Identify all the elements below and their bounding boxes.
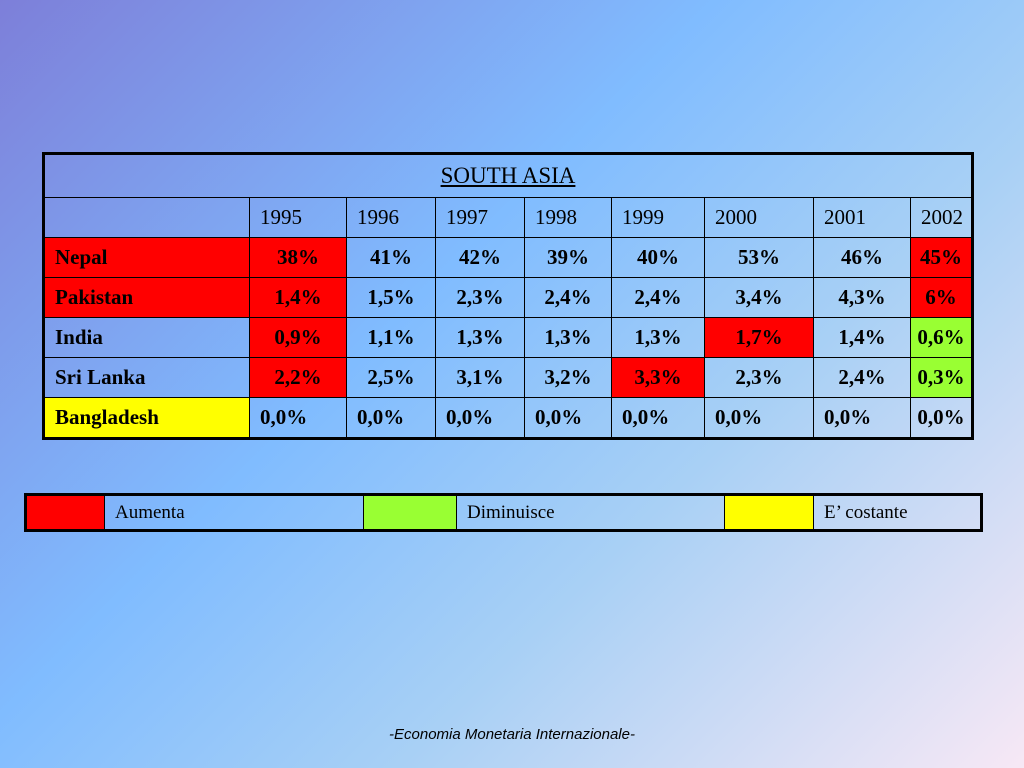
legend-swatch-increase: [25, 494, 105, 531]
table-row-sri-lanka: Sri Lanka 2,2% 2,5% 3,1% 3,2% 3,3% 2,3% …: [43, 357, 973, 398]
value-cell: 2,4%: [813, 357, 911, 398]
year-header: 2002: [910, 197, 973, 238]
legend-swatch-constant: [724, 494, 814, 531]
table-row-india: India 0,9% 1,1% 1,3% 1,3% 1,3% 1,7% 1,4%…: [43, 317, 973, 358]
value-cell: 1,4%: [249, 277, 347, 318]
year-header: 1998: [524, 197, 612, 238]
value-cell: 38%: [249, 237, 347, 278]
table-row-nepal: Nepal 38% 41% 42% 39% 40% 53% 46% 45%: [43, 237, 973, 278]
slide-footer: -Economia Monetaria Internazionale-: [389, 726, 635, 743]
value-cell: 0,3%: [910, 357, 973, 398]
value-cell: 0,9%: [249, 317, 347, 358]
value-cell: 1,5%: [346, 277, 436, 318]
header-empty-cell: [43, 197, 250, 238]
value-cell: 1,3%: [611, 317, 705, 358]
table-row-bangladesh: Bangladesh 0,0% 0,0% 0,0% 0,0% 0,0% 0,0%…: [43, 397, 973, 439]
value-cell: 1,4%: [813, 317, 911, 358]
value-cell: 2,5%: [346, 357, 436, 398]
color-legend: Aumenta Diminuisce E’ costante: [24, 493, 983, 532]
value-cell: 39%: [524, 237, 612, 278]
year-header: 1996: [346, 197, 436, 238]
value-cell: 42%: [435, 237, 525, 278]
value-cell: 1,1%: [346, 317, 436, 358]
country-cell: Sri Lanka: [43, 357, 250, 398]
table-row-pakistan: Pakistan 1,4% 1,5% 2,3% 2,4% 2,4% 3,4% 4…: [43, 277, 973, 318]
country-cell: Bangladesh: [43, 397, 250, 439]
year-header: 1997: [435, 197, 525, 238]
value-cell: 2,3%: [435, 277, 525, 318]
value-cell: 0,6%: [910, 317, 973, 358]
value-cell: 3,3%: [611, 357, 705, 398]
country-cell: Pakistan: [43, 277, 250, 318]
table-title: SOUTH ASIA: [43, 153, 973, 198]
value-cell: 6%: [910, 277, 973, 318]
value-cell: 0,0%: [704, 397, 814, 439]
value-cell: 1,3%: [524, 317, 612, 358]
value-cell: 41%: [346, 237, 436, 278]
value-cell: 4,3%: [813, 277, 911, 318]
value-cell: 2,2%: [249, 357, 347, 398]
value-cell: 3,4%: [704, 277, 814, 318]
south-asia-table: SOUTH ASIA 1995 1996 1997 1998 1999 2000…: [42, 152, 974, 440]
country-cell: Nepal: [43, 237, 250, 278]
year-header: 1999: [611, 197, 705, 238]
value-cell: 0,0%: [813, 397, 911, 439]
value-cell: 45%: [910, 237, 973, 278]
value-cell: 53%: [704, 237, 814, 278]
value-cell: 2,4%: [524, 277, 612, 318]
country-cell: India: [43, 317, 250, 358]
year-header: 1995: [249, 197, 347, 238]
legend-label-increase: Aumenta: [104, 494, 364, 531]
value-cell: 3,2%: [524, 357, 612, 398]
value-cell: 0,0%: [249, 397, 347, 439]
year-header: 2001: [813, 197, 911, 238]
legend-label-decrease: Diminuisce: [456, 494, 725, 531]
value-cell: 1,7%: [704, 317, 814, 358]
legend-swatch-decrease: [363, 494, 457, 531]
value-cell: 3,1%: [435, 357, 525, 398]
year-header-row: 1995 1996 1997 1998 1999 2000 2001 2002: [43, 197, 973, 238]
value-cell: 40%: [611, 237, 705, 278]
value-cell: 2,4%: [611, 277, 705, 318]
year-header: 2000: [704, 197, 814, 238]
value-cell: 0,0%: [346, 397, 436, 439]
value-cell: 2,3%: [704, 357, 814, 398]
value-cell: 0,0%: [611, 397, 705, 439]
value-cell: 0,0%: [524, 397, 612, 439]
value-cell: 1,3%: [435, 317, 525, 358]
legend-label-constant: E’ costante: [813, 494, 982, 531]
value-cell: 0,0%: [435, 397, 525, 439]
value-cell: 0,0%: [910, 397, 973, 439]
value-cell: 46%: [813, 237, 911, 278]
